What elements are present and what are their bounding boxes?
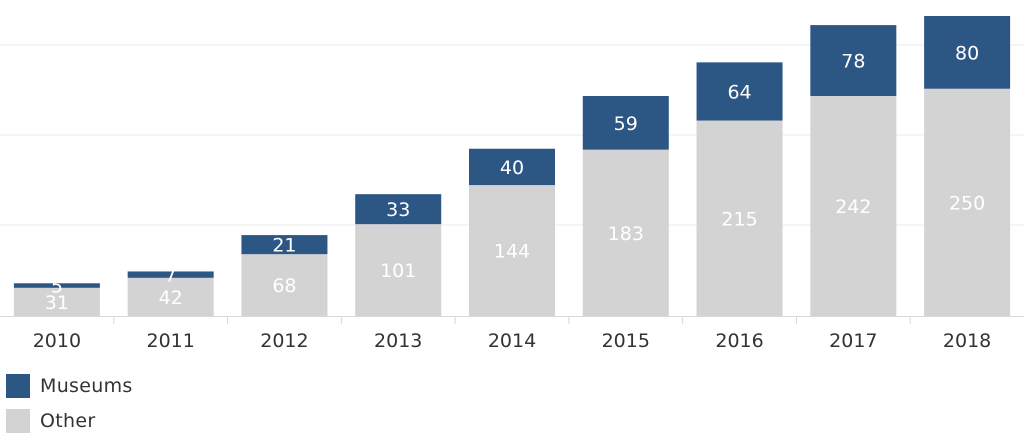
legend-label-other: Other xyxy=(40,410,96,432)
legend-item-museums[interactable]: Museums xyxy=(6,374,133,398)
other-label-2010: 31 xyxy=(45,292,69,314)
other-label-2011: 42 xyxy=(159,287,183,309)
other-bar-2016 xyxy=(696,120,783,316)
museums-label-2017: 78 xyxy=(841,51,865,73)
museums-label-2010: 5 xyxy=(51,276,63,298)
museums-label-2013: 33 xyxy=(386,199,410,221)
museums-bar-2017 xyxy=(810,25,897,96)
museums-label-2018: 80 xyxy=(955,42,979,64)
legend-swatch-museums xyxy=(6,374,30,398)
museums-bar-2014 xyxy=(469,148,555,186)
stacked-bar-chart: 315 2010 427 2011 68 21 2012 101 33 2013 144 40 2014… xyxy=(0,16,1024,352)
legend-swatch-other xyxy=(6,409,30,433)
museums-bar-2015 xyxy=(582,96,669,150)
museums-bar-2011 xyxy=(127,271,214,278)
legend: Museums Other xyxy=(6,374,133,444)
other-bar-2018 xyxy=(924,88,1011,317)
other-bar-2017 xyxy=(810,96,897,316)
legend-label-museums: Museums xyxy=(40,375,133,397)
museums-label-2015: 59 xyxy=(614,113,638,135)
legend-item-other[interactable]: Other xyxy=(6,409,133,433)
other-bar-2010 xyxy=(13,287,100,316)
museums-bar-2012 xyxy=(241,235,328,255)
other-label-2014: 144 xyxy=(494,241,530,263)
x-tick-label-2017: 2017 xyxy=(829,330,877,352)
museums-bar-2010 xyxy=(13,283,100,288)
other-bar-2012 xyxy=(241,254,328,316)
other-bar-2013 xyxy=(355,224,442,316)
other-bar-2015 xyxy=(582,149,669,316)
x-tick-label-2016: 2016 xyxy=(715,330,763,352)
museums-label-2011: 7 xyxy=(165,265,177,287)
other-label-2013: 101 xyxy=(380,260,416,282)
other-label-2017: 242 xyxy=(835,196,871,218)
other-bar-2014 xyxy=(469,185,555,316)
museums-label-2014: 40 xyxy=(500,157,524,179)
other-bar-2011 xyxy=(127,277,214,316)
x-tick-label-2011: 2011 xyxy=(146,330,194,352)
museums-bar-2013 xyxy=(355,194,442,225)
museums-label-2016: 64 xyxy=(727,81,751,103)
other-label-2012: 68 xyxy=(272,275,296,297)
x-tick-label-2018: 2018 xyxy=(943,330,991,352)
x-tick-label-2015: 2015 xyxy=(602,330,650,352)
x-tick-label-2013: 2013 xyxy=(374,330,422,352)
museums-bar-2016 xyxy=(696,62,783,121)
museums-bar-2018 xyxy=(924,16,1011,89)
museums-label-2012: 21 xyxy=(272,235,296,257)
other-label-2015: 183 xyxy=(608,223,644,245)
other-label-2018: 250 xyxy=(949,192,985,214)
x-tick-label-2012: 2012 xyxy=(260,330,308,352)
other-label-2016: 215 xyxy=(721,208,757,230)
x-tick-label-2010: 2010 xyxy=(33,330,81,352)
x-tick-label-2014: 2014 xyxy=(488,330,536,352)
